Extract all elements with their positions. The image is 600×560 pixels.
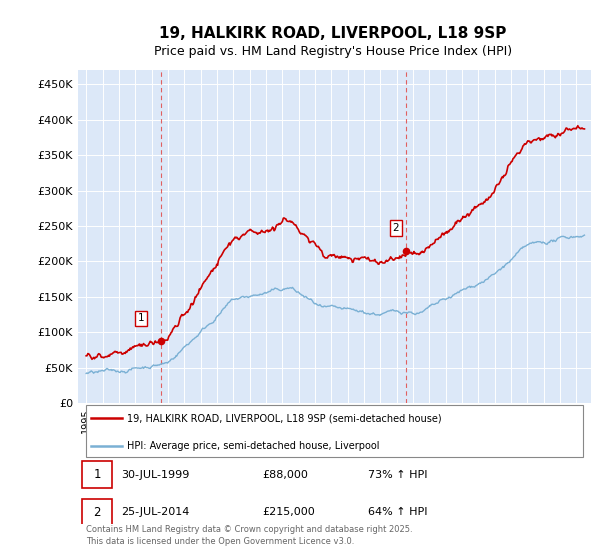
Text: 2: 2 <box>392 223 399 233</box>
Text: £88,000: £88,000 <box>263 470 308 480</box>
Text: 19, HALKIRK ROAD, LIVERPOOL, L18 9SP (semi-detached house): 19, HALKIRK ROAD, LIVERPOOL, L18 9SP (se… <box>127 413 442 423</box>
Text: 19, HALKIRK ROAD, LIVERPOOL, L18 9SP: 19, HALKIRK ROAD, LIVERPOOL, L18 9SP <box>160 26 506 41</box>
Text: 64% ↑ HPI: 64% ↑ HPI <box>368 507 427 517</box>
Text: 25-JUL-2014: 25-JUL-2014 <box>122 507 190 517</box>
Text: 73% ↑ HPI: 73% ↑ HPI <box>368 470 427 480</box>
Text: Price paid vs. HM Land Registry's House Price Index (HPI): Price paid vs. HM Land Registry's House … <box>154 45 512 58</box>
Text: 30-JUL-1999: 30-JUL-1999 <box>122 470 190 480</box>
Text: HPI: Average price, semi-detached house, Liverpool: HPI: Average price, semi-detached house,… <box>127 441 379 451</box>
Text: 1: 1 <box>93 469 101 482</box>
Text: 1: 1 <box>138 313 145 323</box>
FancyBboxPatch shape <box>82 461 112 488</box>
FancyBboxPatch shape <box>86 405 583 458</box>
Text: 2: 2 <box>93 506 101 519</box>
Text: Contains HM Land Registry data © Crown copyright and database right 2025.
This d: Contains HM Land Registry data © Crown c… <box>86 525 412 546</box>
FancyBboxPatch shape <box>82 498 112 526</box>
Text: £215,000: £215,000 <box>263 507 316 517</box>
